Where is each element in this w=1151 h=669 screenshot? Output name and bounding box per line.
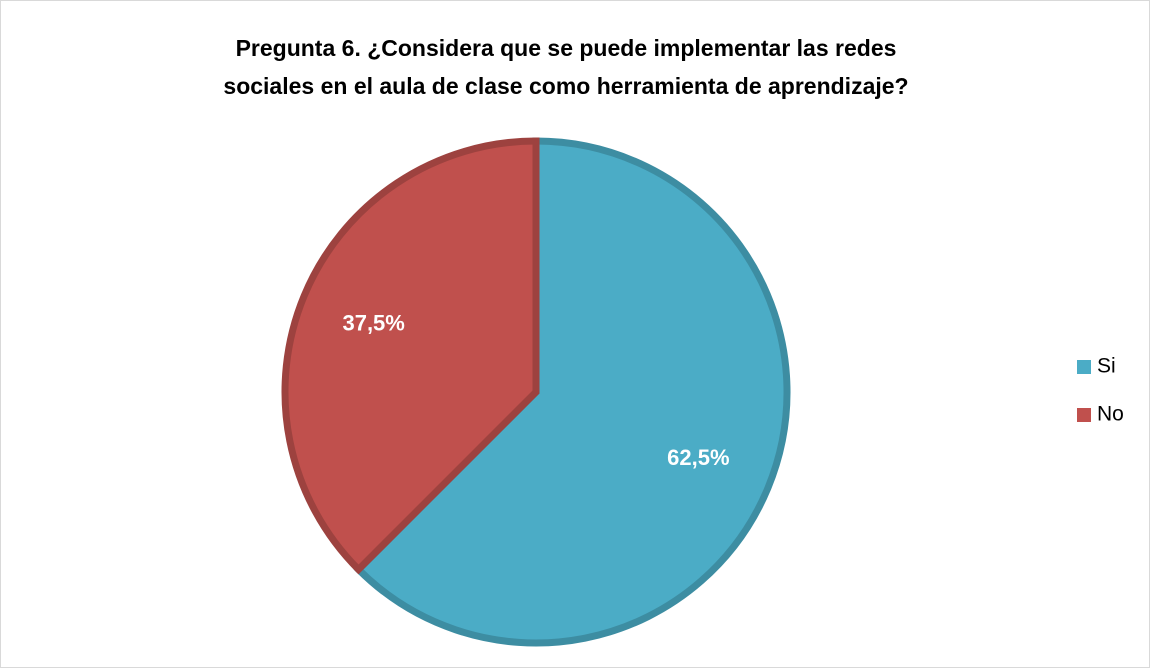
- data-label: 37,5%: [342, 311, 404, 336]
- legend-swatch: [1077, 360, 1091, 374]
- pie-slice: [353, 137, 791, 647]
- chart-title: Pregunta 6. ¿Considera que se puede impl…: [236, 35, 897, 61]
- chart-title: sociales en el aula de clase como herram…: [223, 73, 908, 99]
- legend-label: Si: [1097, 355, 1116, 378]
- legend-label: No: [1097, 403, 1124, 426]
- legend-swatch: [1077, 408, 1091, 422]
- pie-slice: [281, 137, 540, 575]
- data-label: 62,5%: [667, 445, 729, 470]
